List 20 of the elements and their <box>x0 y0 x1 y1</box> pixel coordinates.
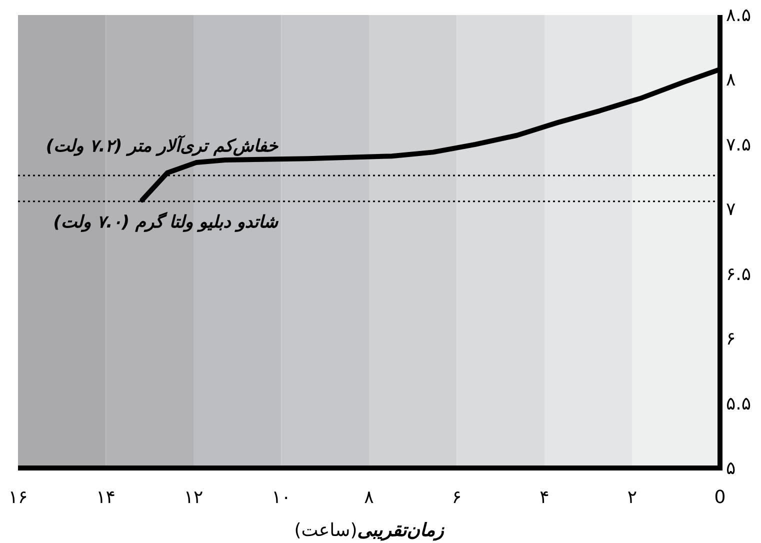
x-axis-title: زمان‌تقریبی(ساعت) <box>294 520 446 541</box>
y-tick-label: ۸ <box>726 70 736 91</box>
x-tick-label: ۱۲ <box>184 487 204 508</box>
x-tick-label: ۲ <box>627 487 638 508</box>
y-tick-label: ۶ <box>726 328 736 350</box>
x-tick-label: ۱۰ <box>272 487 291 508</box>
x-tick-label: ۸ <box>364 487 374 508</box>
x-tick-label: ۱۶ <box>8 487 28 508</box>
x-tick-label: ۴ <box>540 487 550 508</box>
ref-line-label: خفاش‌کم تری‌آلار متر (۷.۲ ولت) <box>46 134 278 156</box>
y-tick-label: ۸.۵ <box>726 5 752 26</box>
y-tick-label: ۷.۵ <box>726 134 752 156</box>
y-tick-label: ۵ <box>726 458 736 479</box>
y-tick-label: ۶.۵ <box>726 264 752 285</box>
y-tick-label: ۵.۵ <box>726 393 752 414</box>
x-tick-label: 0 <box>714 487 726 508</box>
x-tick-label: ۶ <box>452 487 462 508</box>
x-tick-label: ۱۴ <box>96 487 116 508</box>
ref-line-label: شاتدو دبلیو ولتا گرم (۷.۰ ولت) <box>53 211 279 232</box>
y-tick-label: ۷ <box>726 199 736 220</box>
